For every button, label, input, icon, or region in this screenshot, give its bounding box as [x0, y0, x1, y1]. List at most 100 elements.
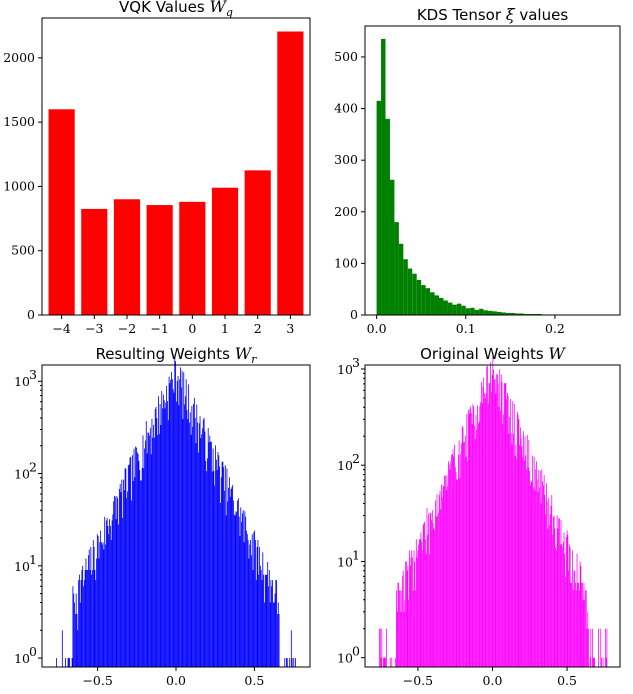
hist-bar: [167, 401, 168, 667]
hist-bar: [572, 550, 573, 667]
hist-bar: [513, 403, 515, 667]
y-tick-label: 100: [334, 255, 358, 270]
hist-bar: [79, 602, 81, 667]
hist-bar: [470, 307, 475, 315]
hist-bar: [290, 630, 292, 667]
hist-bar: [114, 496, 115, 667]
bars: [56, 356, 296, 667]
hist-bar: [382, 657, 384, 667]
hist-bar: [529, 471, 530, 667]
hist-bar: [164, 408, 166, 667]
x-tick-label: 0.1: [456, 321, 476, 336]
subplot-title: KDS Tensor ξ values: [417, 5, 569, 24]
hist-bar: [516, 458, 517, 667]
bar: [277, 31, 304, 315]
hist-bar: [199, 416, 201, 667]
hist-bar: [585, 590, 586, 667]
hist-bar: [137, 453, 139, 667]
hist-bar: [497, 383, 499, 667]
hist-bar: [117, 498, 119, 667]
hist-bar: [106, 517, 108, 667]
hist-bar: [540, 503, 542, 667]
hist-bar: [582, 582, 583, 667]
hist-bar: [149, 427, 151, 667]
hist-bar: [463, 442, 465, 667]
hist-bar: [242, 510, 244, 667]
hist-bar: [555, 547, 556, 667]
hist-bar: [420, 532, 422, 667]
hist-bar: [559, 544, 561, 667]
hist-bar: [211, 471, 213, 667]
hist-bar: [472, 404, 474, 667]
hist-bar: [154, 408, 156, 667]
hist-bar: [223, 467, 225, 667]
hist-bar: [532, 313, 538, 315]
hist-bar: [415, 590, 416, 667]
hist-bar: [432, 523, 434, 667]
hist-bar: [171, 379, 173, 667]
hist-bar: [237, 500, 238, 667]
hist-bar: [403, 259, 408, 315]
hist-bar: [544, 495, 546, 667]
hist-bar: [507, 395, 509, 667]
x-tick-label: −2: [118, 321, 136, 336]
hist-bar: [461, 443, 462, 667]
hist-bar: [251, 534, 253, 667]
hist-bar: [474, 425, 475, 667]
hist-bar: [110, 540, 112, 667]
hist-bar: [453, 456, 455, 667]
y-tick-label: 2000: [3, 50, 35, 65]
hist-bar: [224, 465, 226, 667]
hist-bar: [526, 469, 527, 667]
title-suffix: values: [515, 6, 569, 24]
hist-bar: [381, 628, 383, 667]
hist-bar: [592, 657, 594, 667]
hist-bar: [564, 553, 566, 667]
hist-bar: [218, 455, 220, 667]
hist-bar: [506, 399, 508, 667]
hist-bar: [202, 419, 204, 667]
hist-bar: [556, 515, 558, 667]
hist-bar: [215, 459, 217, 667]
hist-bar: [546, 483, 547, 667]
y-tick-label: 10: [337, 651, 353, 666]
hist-bar: [228, 487, 229, 667]
hist-bar: [90, 546, 92, 667]
hist-bar: [162, 394, 164, 667]
hist-bar: [536, 479, 538, 667]
title-text: VQK Values: [119, 0, 209, 16]
hist-bar: [211, 441, 212, 667]
hist-bar: [571, 582, 573, 667]
hist-bar: [498, 407, 500, 667]
hist-bar: [485, 393, 487, 667]
hist-bar: [442, 485, 444, 667]
hist-bar: [108, 534, 110, 667]
hist-bar: [270, 580, 272, 667]
hist-bar: [539, 487, 540, 667]
subplot-title: Resulting Weights Wr: [96, 344, 258, 366]
hist-bar: [430, 512, 432, 667]
hist-bar: [269, 602, 271, 667]
hist-bar: [419, 539, 421, 667]
hist-bar: [383, 657, 385, 667]
y-tick-label: 10: [14, 651, 30, 666]
hist-bar: [464, 441, 465, 667]
hist-bar: [574, 570, 576, 667]
hist-bar: [150, 454, 152, 667]
hist-bar: [517, 414, 519, 667]
hist-bar: [262, 552, 264, 667]
hist-bar: [525, 455, 527, 667]
hist-bar: [206, 458, 208, 667]
hist-bar: [587, 611, 589, 667]
hist-bar: [169, 383, 171, 667]
hist-bar: [135, 446, 137, 667]
hist-bar: [272, 580, 273, 667]
x-tick-label: 0.2: [545, 321, 565, 336]
hist-bar: [452, 449, 454, 667]
hist-bar: [569, 544, 570, 667]
hist-bar: [180, 387, 182, 667]
hist-bar: [127, 491, 128, 667]
hist-bar: [202, 428, 203, 667]
hist-bar: [454, 444, 455, 667]
hist-bar: [508, 433, 510, 667]
